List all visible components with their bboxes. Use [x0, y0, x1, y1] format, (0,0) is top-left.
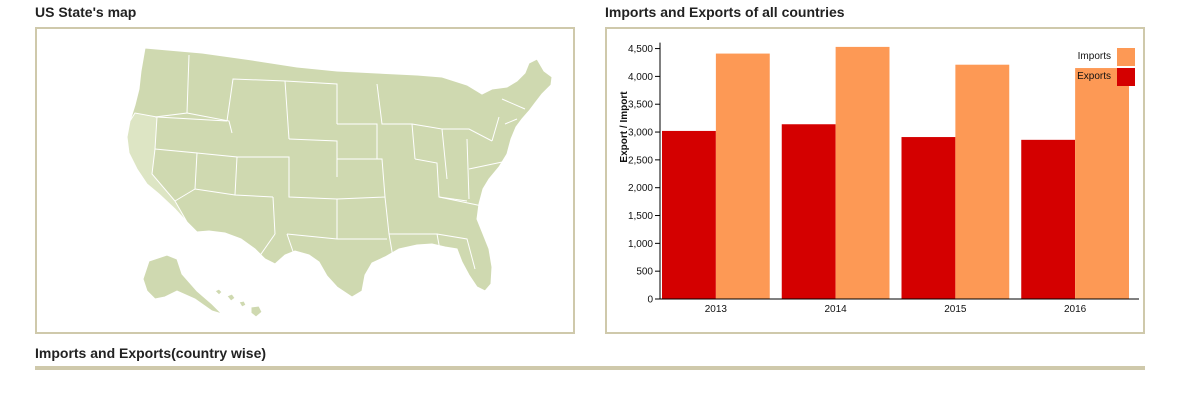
x-tick-label: 2013	[705, 304, 728, 315]
legend-label: Imports	[1078, 51, 1111, 62]
state-border	[237, 156, 338, 200]
bar-exports-2013[interactable]	[662, 130, 716, 299]
state-border	[384, 196, 390, 235]
map-panel-title: US State's map	[35, 4, 137, 20]
state-border	[337, 123, 378, 159]
chart-panel: 0 500 1,000 1,500 2,000 2,500 3,000 3,500 4,000 4…	[605, 27, 1145, 334]
state-border	[506, 128, 528, 155]
state-border	[504, 118, 518, 125]
bar-imports-2013[interactable]	[715, 53, 770, 299]
y-tick-label: 3,500	[628, 100, 653, 111]
state-shape[interactable]	[126, 47, 553, 298]
state-border	[288, 138, 338, 177]
bar-imports-2016[interactable]	[1075, 68, 1129, 299]
state-shape[interactable]	[250, 305, 263, 318]
us-states-group	[126, 47, 553, 318]
chart-panel-title: Imports and Exports of all countries	[605, 4, 845, 20]
state-border	[258, 233, 276, 258]
state-border	[501, 98, 526, 110]
y-tick-label: 3,000	[628, 128, 653, 139]
legend-swatch	[1117, 48, 1135, 66]
y-tick-label: 4,000	[628, 72, 653, 83]
state-border	[272, 196, 276, 235]
y-tick-label: 2,000	[628, 183, 653, 194]
x-tick-label: 2015	[944, 304, 967, 315]
y-axis: 0 500 1,000 1,500 2,000 2,500 3,000 3,500 4,000 4…	[628, 42, 661, 306]
state-border	[438, 196, 488, 208]
state-border	[442, 128, 493, 142]
country-panel-title: Imports and Exports(country wise)	[35, 345, 267, 361]
x-tick-label: 2016	[1064, 304, 1087, 315]
y-tick-label: 0	[647, 295, 653, 306]
state-border	[174, 188, 196, 202]
x-tick-label: 2014	[825, 304, 848, 315]
state-borders	[154, 54, 528, 270]
y-tick-label: 1,000	[628, 239, 653, 250]
bar-exports-2016[interactable]	[1021, 139, 1076, 299]
state-shape[interactable]	[126, 112, 188, 223]
state-shape[interactable]	[142, 254, 223, 315]
state-border	[286, 233, 338, 240]
bar-imports-2014[interactable]	[835, 46, 890, 299]
map-panel	[35, 27, 575, 334]
state-shape[interactable]	[226, 293, 236, 302]
bar-exports-2014[interactable]	[781, 124, 836, 300]
state-border	[468, 160, 508, 170]
country-panel-rule	[35, 366, 1145, 370]
state-border	[226, 78, 290, 140]
y-axis-label: Export / Import	[619, 91, 630, 163]
state-border	[186, 112, 233, 134]
state-border	[196, 152, 274, 198]
state-border	[194, 188, 236, 196]
y-tick-label: 500	[636, 267, 653, 278]
state-border	[414, 158, 468, 202]
state-border	[466, 138, 470, 200]
bar-exports-2015[interactable]	[901, 137, 956, 299]
state-border	[286, 233, 300, 270]
legend-swatch	[1117, 68, 1135, 86]
state-border	[491, 116, 500, 142]
legend: Imports Exports	[1077, 48, 1135, 86]
state-border	[284, 80, 338, 124]
bar-chart: 0 500 1,000 1,500 2,000 2,500 3,000 3,500 4,000 4…	[619, 42, 1139, 315]
state-border	[376, 83, 416, 160]
state-shape[interactable]	[214, 288, 223, 296]
state-border	[336, 158, 386, 200]
state-shape[interactable]	[238, 300, 247, 308]
state-border	[388, 233, 396, 270]
y-tick-label: 2,500	[628, 155, 653, 166]
bar-imports-2015[interactable]	[955, 64, 1010, 299]
x-axis: 2013 2014 2015 2016	[660, 298, 1139, 315]
y-tick-label: 1,500	[628, 211, 653, 222]
bars-group	[662, 46, 1129, 300]
state-border	[436, 233, 476, 270]
state-border	[156, 116, 228, 122]
y-tick-label: 4,500	[628, 44, 653, 55]
us-map	[126, 47, 553, 318]
legend-label: Exports	[1077, 71, 1111, 82]
